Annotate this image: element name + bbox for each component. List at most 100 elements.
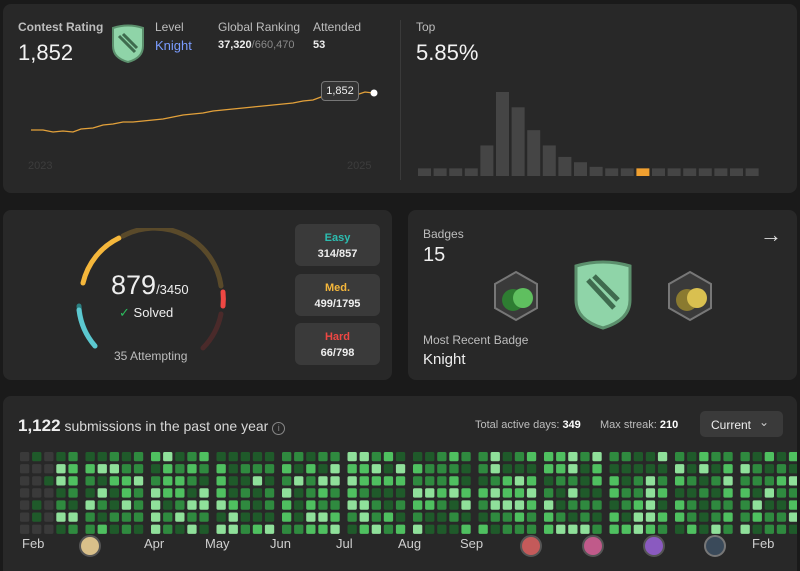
heatmap-cell[interactable] — [687, 476, 697, 486]
heatmap-cell[interactable] — [478, 512, 488, 522]
heatmap-cell[interactable] — [44, 524, 54, 534]
heatmap-cell[interactable] — [544, 500, 554, 510]
heatmap-cell[interactable] — [592, 500, 602, 510]
heatmap-cell[interactable] — [20, 512, 30, 522]
heatmap-cell[interactable] — [252, 464, 263, 474]
monthly-badge-icon[interactable] — [79, 535, 101, 557]
heatmap-cell[interactable] — [44, 512, 54, 522]
histogram-bar[interactable] — [620, 168, 634, 176]
heatmap-cell[interactable] — [740, 488, 750, 498]
heatmap-cell[interactable] — [294, 500, 304, 510]
heatmap-cell[interactable] — [199, 476, 209, 486]
heatmap-cell[interactable] — [318, 452, 328, 462]
heatmap-cell[interactable] — [383, 512, 394, 522]
heatmap-cell[interactable] — [371, 452, 381, 462]
histogram-bar[interactable] — [652, 168, 665, 176]
heatmap-cell[interactable] — [478, 464, 488, 474]
heatmap-cell[interactable] — [68, 524, 78, 534]
heatmap-cell[interactable] — [633, 452, 643, 462]
heatmap-cell[interactable] — [437, 464, 447, 474]
heatmap-cell[interactable] — [264, 476, 275, 486]
heatmap-cell[interactable] — [330, 464, 340, 474]
heatmap-cell[interactable] — [609, 476, 619, 486]
heatmap-cell[interactable] — [675, 464, 685, 474]
heatmap-cell[interactable] — [318, 464, 328, 474]
heatmap-cell[interactable] — [502, 476, 512, 486]
heatmap-cell[interactable] — [580, 524, 590, 534]
heatmap-cell[interactable] — [68, 476, 78, 486]
heatmap-cell[interactable] — [371, 524, 381, 534]
heatmap-cell[interactable] — [592, 476, 602, 486]
heatmap-cell[interactable] — [788, 524, 797, 534]
heatmap-cell[interactable] — [306, 476, 316, 486]
heatmap-cell[interactable] — [68, 464, 78, 474]
histogram-bar[interactable] — [496, 92, 509, 176]
heatmap-cell[interactable] — [175, 512, 185, 522]
heatmap-cell[interactable] — [764, 500, 774, 510]
heatmap-cell[interactable] — [502, 488, 512, 498]
heatmap-cell[interactable] — [395, 512, 406, 522]
heatmap-cell[interactable] — [228, 464, 238, 474]
heatmap-cell[interactable] — [490, 464, 500, 474]
heatmap-cell[interactable] — [592, 488, 602, 498]
ranking-histogram[interactable] — [418, 84, 778, 176]
heatmap-cell[interactable] — [711, 476, 721, 486]
heatmap-cell[interactable] — [502, 512, 512, 522]
heatmap-cell[interactable] — [609, 488, 619, 498]
heatmap-cell[interactable] — [764, 488, 774, 498]
histogram-bar[interactable] — [511, 107, 525, 176]
heatmap-cell[interactable] — [526, 464, 537, 474]
heatmap-cell[interactable] — [121, 512, 132, 522]
heatmap-cell[interactable] — [199, 512, 209, 522]
heatmap-cell[interactable] — [514, 500, 525, 510]
heatmap-cell[interactable] — [151, 476, 161, 486]
heatmap-cell[interactable] — [56, 500, 66, 510]
heatmap-cell[interactable] — [788, 512, 797, 522]
heatmap-cell[interactable] — [657, 500, 668, 510]
arrow-right-icon[interactable]: → — [760, 222, 782, 247]
heatmap-cell[interactable] — [752, 488, 762, 498]
heatmap-cell[interactable] — [461, 452, 471, 462]
heatmap-cell[interactable] — [580, 452, 590, 462]
heatmap-cell[interactable] — [347, 464, 357, 474]
heatmap-cell[interactable] — [687, 464, 697, 474]
heatmap-cell[interactable] — [723, 512, 733, 522]
med-stat[interactable]: Med. 499/1795 — [295, 274, 380, 316]
heatmap-cell[interactable] — [633, 524, 643, 534]
heatmap-cell[interactable] — [371, 488, 381, 498]
heatmap-cell[interactable] — [461, 524, 471, 534]
heatmap-cell[interactable] — [282, 464, 292, 474]
heatmap-cell[interactable] — [163, 524, 173, 534]
heatmap-cell[interactable] — [556, 512, 566, 522]
heatmap-cell[interactable] — [395, 464, 406, 474]
heatmap-cell[interactable] — [20, 524, 30, 534]
histogram-bar[interactable] — [605, 168, 619, 176]
heatmap-cell[interactable] — [68, 500, 78, 510]
heatmap-cell[interactable] — [609, 524, 619, 534]
heatmap-cell[interactable] — [56, 512, 66, 522]
heatmap-cell[interactable] — [187, 452, 197, 462]
heatmap-cell[interactable] — [318, 512, 328, 522]
heatmap-cell[interactable] — [347, 512, 357, 522]
heatmap-cell[interactable] — [318, 476, 328, 486]
heatmap-cell[interactable] — [699, 512, 709, 522]
heatmap-cell[interactable] — [723, 488, 733, 498]
heatmap-cell[interactable] — [478, 524, 488, 534]
heatmap-cell[interactable] — [711, 512, 721, 522]
heatmap-cell[interactable] — [199, 464, 209, 474]
heatmap-cell[interactable] — [330, 512, 340, 522]
heatmap-cell[interactable] — [306, 512, 316, 522]
heatmap-cell[interactable] — [568, 452, 578, 462]
heatmap-cell[interactable] — [109, 524, 119, 534]
heatmap-cell[interactable] — [121, 476, 132, 486]
heatmap-cell[interactable] — [216, 500, 226, 510]
heatmap-cell[interactable] — [330, 524, 340, 534]
heatmap-cell[interactable] — [264, 452, 275, 462]
heatmap-cell[interactable] — [306, 500, 316, 510]
heatmap-cell[interactable] — [711, 464, 721, 474]
heatmap-cell[interactable] — [371, 500, 381, 510]
heatmap-cell[interactable] — [121, 524, 132, 534]
heatmap-cell[interactable] — [187, 500, 197, 510]
heatmap-cell[interactable] — [413, 524, 423, 534]
heatmap-cell[interactable] — [568, 476, 578, 486]
